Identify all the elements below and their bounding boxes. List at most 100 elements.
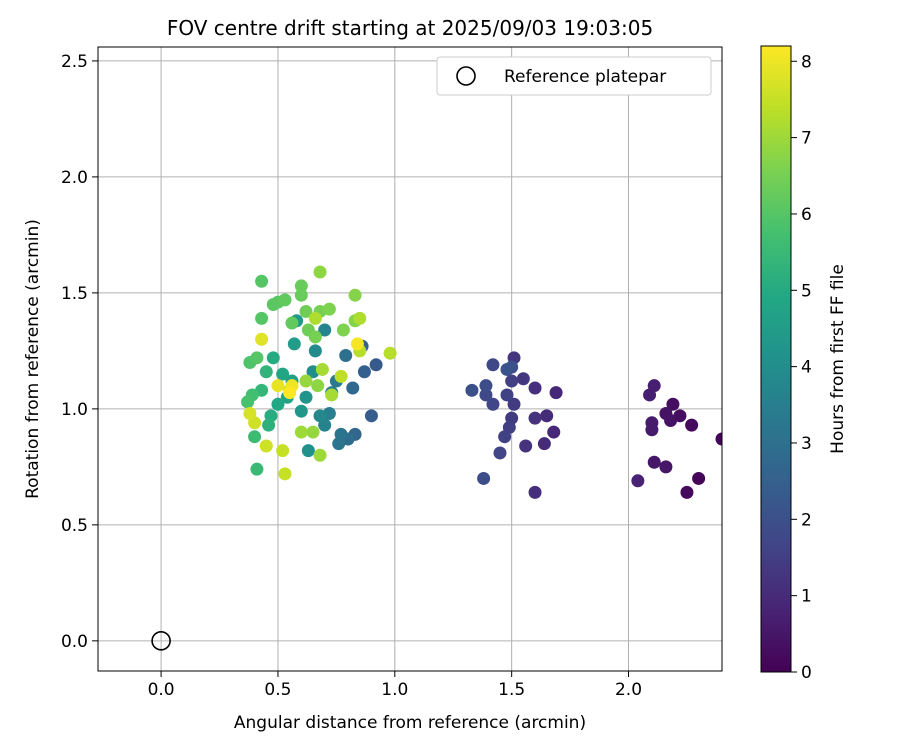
data-point	[299, 304, 313, 318]
data-point	[500, 388, 514, 402]
data-point	[336, 323, 350, 337]
data-point	[528, 411, 542, 425]
data-point	[248, 430, 262, 444]
data-point	[255, 311, 269, 325]
x-tick-label: 0.5	[264, 680, 291, 700]
data-point	[285, 316, 299, 330]
data-point	[647, 379, 661, 393]
data-point	[294, 288, 308, 302]
data-point	[313, 448, 327, 462]
data-point	[692, 471, 706, 485]
data-point	[486, 397, 500, 411]
data-point	[647, 455, 661, 469]
colorbar-label: Hours from first FF file	[828, 264, 848, 454]
data-point	[659, 460, 673, 474]
data-point	[519, 439, 533, 453]
data-point	[306, 425, 320, 439]
data-point	[299, 390, 313, 404]
data-point	[357, 365, 371, 379]
data-point	[528, 485, 542, 499]
x-tick-label: 2.0	[615, 680, 642, 700]
plot-frame	[97, 46, 723, 672]
data-point	[311, 379, 325, 393]
data-point	[369, 358, 383, 372]
data-point	[537, 437, 551, 451]
data-point	[479, 388, 493, 402]
data-point	[301, 444, 315, 458]
legend-box	[436, 56, 712, 96]
data-point	[334, 369, 348, 383]
data-point	[308, 311, 322, 325]
data-point	[465, 383, 479, 397]
data-point	[313, 265, 327, 279]
colorbar-tick-label: 6	[801, 205, 812, 225]
data-point	[346, 381, 360, 395]
data-point	[666, 397, 680, 411]
data-point	[308, 344, 322, 358]
reference-point	[151, 631, 171, 651]
y-tick-label: 1.5	[61, 284, 88, 304]
data-point	[271, 379, 285, 393]
colorbar-tick-label: 4	[801, 358, 812, 378]
data-point	[645, 416, 659, 430]
y-axis-ticks: 0.0 0.5 1.0 1.5 2.0 2.5	[61, 52, 98, 652]
colorbar-tick-label: 8	[801, 52, 812, 72]
data-point	[255, 274, 269, 288]
x-axis-ticks: 0.0 0.5 1.0 1.5 2.0	[148, 671, 642, 700]
colorbar-tick-label: 2	[801, 510, 812, 530]
data-point	[318, 323, 332, 337]
data-point	[685, 418, 699, 432]
y-axis-label: Rotation from reference (arcmin)	[23, 219, 43, 499]
data-point	[283, 386, 297, 400]
data-point	[262, 418, 276, 432]
colorbar-ticks: 0 1 2 3 4 5 6 7 8	[791, 52, 812, 683]
colorbar: 0 1 2 3 4 5 6 7 8 Hours from first FF file	[760, 45, 848, 683]
data-point	[243, 407, 257, 421]
y-tick-label: 0.0	[61, 632, 88, 652]
data-point	[479, 379, 493, 393]
data-point	[315, 362, 329, 376]
y-tick-label: 2.5	[61, 52, 88, 72]
data-point	[364, 409, 378, 423]
data-point	[276, 367, 290, 381]
data-point	[259, 365, 273, 379]
y-tick-label: 2.0	[61, 168, 88, 188]
legend-marker-icon	[456, 66, 476, 86]
data-point	[308, 330, 322, 344]
data-points	[151, 265, 722, 651]
colorbar-tick-label: 3	[801, 434, 812, 454]
data-point	[477, 471, 491, 485]
data-point	[493, 446, 507, 460]
data-point	[271, 397, 285, 411]
colorbar-strip	[760, 45, 792, 673]
data-point	[659, 407, 673, 421]
data-point	[266, 351, 280, 365]
legend-entry-label: Reference platepar	[504, 67, 666, 87]
data-point	[383, 346, 397, 360]
data-point	[294, 404, 308, 418]
data-point	[276, 444, 290, 458]
y-tick-label: 1.0	[61, 400, 88, 420]
data-point	[278, 467, 292, 481]
data-point	[325, 388, 339, 402]
data-point	[250, 462, 264, 476]
data-point	[353, 311, 367, 325]
data-point	[313, 409, 327, 423]
data-point	[294, 279, 308, 293]
data-point	[322, 302, 336, 316]
data-point	[486, 358, 500, 372]
data-point	[332, 437, 346, 451]
y-tick-label: 0.5	[61, 516, 88, 536]
data-point	[348, 288, 362, 302]
data-point	[498, 430, 512, 444]
data-point	[516, 372, 530, 386]
data-point	[500, 362, 514, 376]
data-point	[250, 351, 264, 365]
data-point	[549, 386, 563, 400]
data-point	[259, 439, 273, 453]
data-point	[715, 432, 722, 446]
data-point	[241, 395, 255, 409]
